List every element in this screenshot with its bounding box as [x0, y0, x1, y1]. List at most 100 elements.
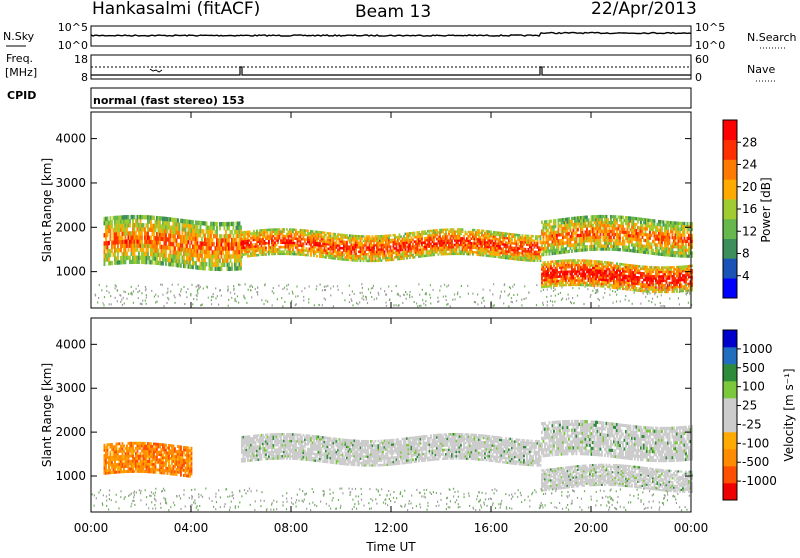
data-cell: [421, 237, 423, 240]
noise-cell: [234, 293, 235, 295]
data-cell: [210, 234, 212, 238]
data-cell: [583, 242, 585, 245]
data-cell: [661, 229, 663, 232]
data-cell: [146, 260, 148, 264]
data-cell: [669, 288, 671, 291]
data-cell: [114, 252, 116, 256]
data-cell: [672, 233, 674, 236]
data-cell: [279, 237, 281, 240]
data-cell: [579, 264, 581, 267]
data-cell: [141, 231, 143, 235]
data-cell: [165, 253, 167, 257]
data-cell: [200, 233, 202, 237]
data-cell: [511, 240, 513, 243]
data-cell: [469, 240, 471, 243]
data-cell: [291, 235, 293, 238]
data-cell: [373, 246, 375, 249]
data-cell: [268, 240, 270, 243]
data-cell: [111, 224, 113, 228]
data-cell: [230, 234, 232, 238]
noise-cell: [142, 300, 143, 302]
data-cell: [117, 252, 119, 256]
data-cell: [687, 278, 689, 281]
data-cell: [537, 240, 539, 243]
data-cell: [155, 228, 157, 232]
data-cell: [679, 231, 681, 234]
noise-cell: [446, 304, 447, 306]
data-cell: [574, 266, 576, 269]
noise-cell: [238, 302, 239, 304]
data-cell: [675, 239, 677, 242]
noise-cell: [106, 285, 107, 287]
data-cell: [267, 231, 269, 234]
data-cell: [147, 223, 149, 227]
data-cell: [687, 240, 689, 243]
data-cell: [240, 258, 242, 262]
data-cell: [646, 266, 648, 269]
data-cell: [110, 237, 112, 241]
noise-cell: [98, 297, 99, 299]
data-cell: [582, 231, 584, 234]
noise-cell: [227, 286, 228, 288]
data-cell: [236, 262, 238, 266]
data-cell: [355, 250, 357, 253]
data-cell: [137, 247, 139, 251]
data-cell: [597, 233, 599, 236]
data-cell: [147, 252, 149, 256]
data-cell: [170, 246, 172, 250]
data-cell: [369, 235, 371, 238]
noise-cell: [296, 286, 297, 288]
data-cell: [592, 224, 594, 227]
data-cell: [268, 253, 270, 256]
data-cell: [613, 236, 615, 239]
data-cell: [556, 267, 558, 270]
noise-cell: [500, 295, 501, 297]
data-cell: [265, 247, 267, 250]
data-cell: [658, 266, 660, 269]
data-cell: [600, 233, 602, 236]
data-cell: [221, 242, 223, 246]
data-cell: [682, 290, 684, 293]
data-cell: [597, 248, 599, 251]
data-cell: [600, 227, 602, 230]
data-cell: [140, 219, 142, 223]
data-cell: [201, 254, 203, 258]
noise-cell: [660, 288, 661, 290]
data-cell: [274, 242, 276, 245]
data-cell: [210, 246, 212, 250]
data-cell: [292, 231, 294, 234]
data-cell: [628, 246, 630, 249]
data-cell: [571, 266, 573, 269]
data-cell: [652, 282, 654, 285]
data-cell: [438, 253, 440, 256]
data-cell: [373, 242, 375, 245]
data-cell: [110, 253, 112, 257]
data-cell: [366, 257, 368, 260]
data-cell: [277, 242, 279, 245]
data-cell: [664, 273, 666, 276]
data-cell: [543, 235, 545, 238]
data-cell: [128, 248, 130, 252]
data-cell: [294, 251, 296, 254]
noise-cell: [655, 304, 656, 306]
data-cell: [379, 255, 381, 258]
data-cell: [483, 230, 485, 233]
data-cell: [206, 221, 208, 225]
data-cell: [307, 230, 309, 233]
data-cell: [639, 265, 641, 268]
data-cell: [182, 243, 184, 247]
data-cell: [156, 244, 158, 248]
data-cell: [439, 233, 441, 236]
data-cell: [663, 220, 665, 223]
noise-cell: [197, 292, 198, 294]
data-cell: [137, 219, 139, 223]
data-cell: [474, 229, 476, 232]
data-cell: [682, 243, 684, 246]
data-cell: [661, 244, 663, 247]
data-cell: [684, 231, 686, 234]
data-cell: [283, 230, 285, 233]
data-cell: [657, 246, 659, 249]
noise-cell: [514, 284, 515, 286]
data-cell: [285, 237, 287, 240]
